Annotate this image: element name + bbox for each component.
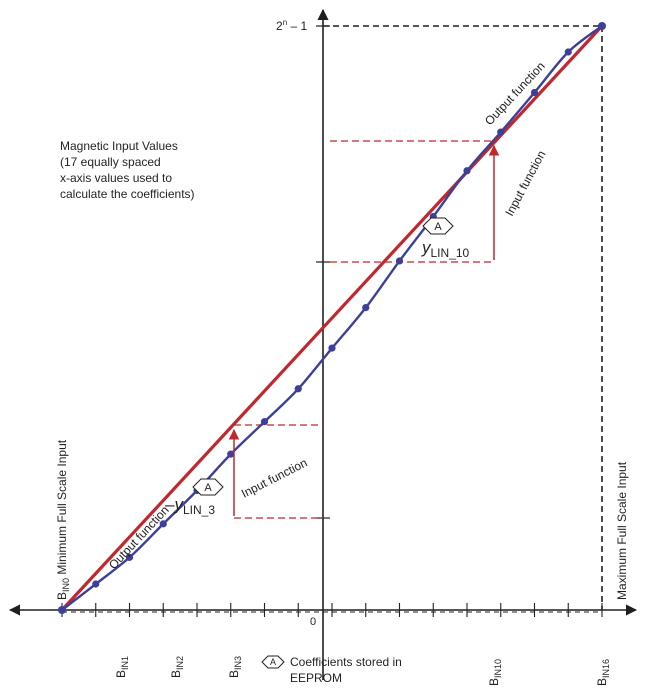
ylin3-label: –yLIN_3 bbox=[165, 495, 215, 517]
curve-point bbox=[328, 344, 336, 352]
min-full-scale-label: BIN0 Minimum Full Scale Input bbox=[55, 439, 71, 600]
svg-text:A: A bbox=[204, 482, 212, 494]
curve-point bbox=[260, 418, 269, 426]
curve-point bbox=[92, 580, 100, 588]
x-label-bin10: BIN10 bbox=[487, 659, 503, 686]
curve-point bbox=[58, 606, 66, 614]
coefficient-marker-10: A bbox=[422, 217, 454, 235]
max-full-scale-label: Maximum Full Scale Input bbox=[615, 461, 629, 600]
curve-point bbox=[362, 304, 370, 312]
output-function-label-bottom: Output function bbox=[106, 503, 172, 572]
svg-text:(17 equally spaced: (17 equally spaced bbox=[60, 155, 161, 169]
magnetic-input-note: Magnetic Input Values (17 equally spaced… bbox=[60, 139, 195, 201]
x-label-bin3: BIN3 bbox=[227, 656, 243, 678]
ylin10-label: yLIN_10 bbox=[421, 238, 470, 260]
legend-coefficient-marker: A bbox=[261, 655, 285, 669]
top-value-label: 2n – 1 bbox=[276, 18, 307, 33]
curve-point bbox=[395, 257, 404, 265]
input-function-label-bottom: Input function bbox=[239, 455, 310, 500]
reference-dashed-lines bbox=[234, 140, 494, 519]
coefficient-marker-3: A bbox=[192, 478, 224, 496]
legend-line2: EEPROM bbox=[290, 671, 342, 685]
input-function-label-top: Input function bbox=[502, 148, 548, 218]
legend-line1: Coefficients stored in bbox=[290, 655, 402, 669]
origin-label: 0 bbox=[310, 616, 316, 628]
x-label-bin2: BIN2 bbox=[169, 656, 185, 678]
curve-point bbox=[598, 22, 606, 30]
x-label-bin1: BIN1 bbox=[114, 656, 130, 678]
curve-point bbox=[294, 385, 302, 393]
curve-point bbox=[564, 48, 572, 56]
curve-point bbox=[159, 520, 167, 528]
curve-point bbox=[463, 167, 471, 175]
x-axis-ticks bbox=[61, 603, 603, 617]
svg-text:A: A bbox=[434, 221, 442, 233]
curve-point bbox=[227, 450, 235, 458]
svg-text:x-axis values used to: x-axis values used to bbox=[60, 171, 172, 185]
curve-point bbox=[530, 88, 539, 97]
x-label-bin16: BIN16 bbox=[595, 659, 611, 686]
svg-text:calculate the coefficients): calculate the coefficients) bbox=[60, 187, 195, 201]
curve-point bbox=[125, 553, 134, 561]
svg-text:Magnetic Input Values: Magnetic Input Values bbox=[60, 139, 178, 153]
input-curve-points bbox=[58, 22, 606, 614]
svg-text:A: A bbox=[270, 657, 276, 667]
output-function-line bbox=[60, 24, 604, 612]
curve-point bbox=[497, 128, 505, 136]
